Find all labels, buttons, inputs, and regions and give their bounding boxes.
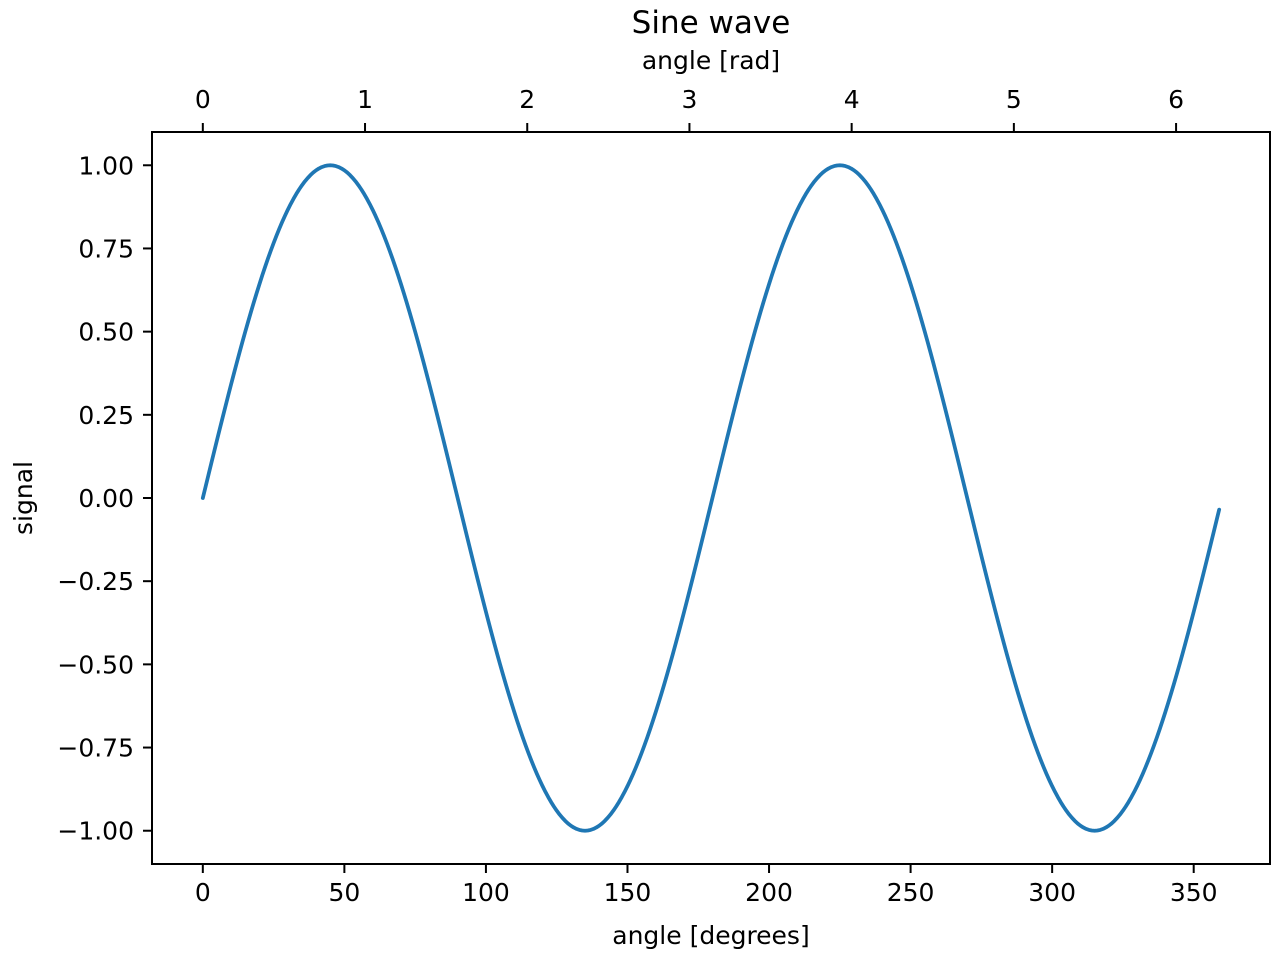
y-tick-label: −0.50	[57, 650, 134, 679]
y-tick-label: −0.75	[57, 734, 134, 763]
top-tick-label: 4	[844, 85, 860, 114]
x-axis-label: angle [degrees]	[612, 921, 810, 950]
x-tick-label: 150	[604, 878, 652, 907]
top-tick-label: 2	[519, 85, 535, 114]
y-tick-label: 0.25	[78, 401, 134, 430]
top-axis-label: angle [rad]	[641, 46, 781, 75]
y-tick-label: 0.75	[78, 234, 134, 263]
y-tick-label: −0.25	[57, 567, 134, 596]
y-tick-label: 0.50	[78, 318, 134, 347]
top-tick-label: 0	[195, 85, 211, 114]
x-tick-label: 350	[1170, 878, 1218, 907]
y-tick-label: 1.00	[78, 151, 134, 180]
x-tick-label: 300	[1028, 878, 1076, 907]
chart-title: Sine wave	[631, 5, 791, 41]
x-tick-label: 0	[195, 878, 211, 907]
x-tick-label: 200	[745, 878, 793, 907]
y-tick-label: 0.00	[78, 484, 134, 513]
top-tick-label: 1	[357, 85, 373, 114]
sine-curve	[200, 163, 1222, 833]
top-tick-label: 6	[1168, 85, 1184, 114]
top-tick-label: 3	[681, 85, 697, 114]
x-tick-label: 250	[887, 878, 935, 907]
x-tick-label: 50	[328, 878, 360, 907]
top-tick-label: 5	[1006, 85, 1022, 114]
y-tick-label: −1.00	[57, 817, 134, 846]
x-tick-label: 100	[462, 878, 510, 907]
